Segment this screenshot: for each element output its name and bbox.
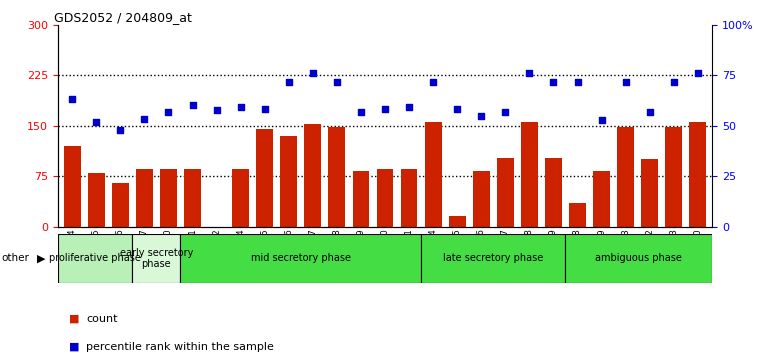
Bar (400, 170, 417, 227)
Point (210, 107, 223, 113)
Point (234, 104, 246, 110)
Bar (425, 122, 441, 227)
Text: ■: ■ (69, 314, 80, 324)
Bar (421, 234, 565, 283)
Bar (665, 127, 682, 227)
Bar (256, 129, 273, 227)
Point (66, 96, 79, 102)
Point (644, 109, 656, 115)
Bar (521, 122, 537, 227)
Bar (58, 234, 132, 283)
Bar (329, 127, 345, 227)
Bar (88, 173, 105, 227)
Bar (353, 171, 370, 227)
Point (330, 79, 343, 85)
Point (451, 106, 464, 112)
Point (139, 116, 151, 122)
Point (475, 113, 487, 118)
Bar (304, 124, 321, 227)
Bar (280, 136, 297, 227)
Point (524, 70, 536, 76)
Point (162, 109, 175, 115)
Point (186, 103, 199, 108)
Bar (593, 171, 610, 227)
Point (547, 79, 560, 85)
Text: late secretory phase: late secretory phase (444, 253, 544, 263)
Bar (689, 122, 706, 227)
Bar (184, 170, 201, 227)
Text: ▶: ▶ (37, 253, 45, 263)
Point (379, 106, 391, 112)
Bar (377, 170, 393, 227)
Point (306, 70, 319, 76)
Text: proliferative phase: proliferative phase (49, 253, 141, 263)
Bar (473, 171, 490, 227)
Text: GDS2052 / 204809_at: GDS2052 / 204809_at (55, 11, 192, 24)
Text: percentile rank within the sample: percentile rank within the sample (86, 342, 274, 352)
Text: mid secretory phase: mid secretory phase (251, 253, 351, 263)
Point (571, 79, 584, 85)
Text: early secretory
phase: early secretory phase (119, 247, 193, 269)
Bar (545, 158, 562, 227)
Bar (569, 203, 586, 227)
Bar (180, 234, 421, 283)
Point (114, 127, 126, 133)
Bar (618, 127, 634, 227)
Point (259, 106, 271, 112)
Text: count: count (86, 314, 118, 324)
Point (619, 79, 631, 85)
Text: other: other (2, 253, 29, 263)
Bar (233, 170, 249, 227)
Point (427, 79, 439, 85)
Point (668, 79, 680, 85)
Point (499, 109, 511, 115)
Point (691, 70, 704, 76)
Bar (641, 159, 658, 227)
Bar (132, 234, 180, 283)
Bar (136, 170, 152, 227)
Text: ■: ■ (69, 342, 80, 352)
Point (403, 104, 415, 110)
Text: ambiguous phase: ambiguous phase (595, 253, 682, 263)
Point (283, 79, 295, 85)
Point (595, 118, 608, 123)
Bar (160, 170, 177, 227)
Bar (112, 183, 129, 227)
Bar (64, 146, 81, 227)
Bar (497, 158, 514, 227)
Point (355, 109, 367, 115)
Bar (449, 216, 466, 227)
Bar (565, 234, 712, 283)
Point (90, 119, 102, 125)
